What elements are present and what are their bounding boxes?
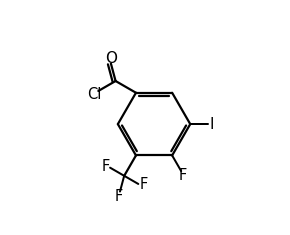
Text: F: F: [139, 177, 148, 192]
Text: F: F: [115, 189, 123, 204]
Text: O: O: [105, 51, 117, 67]
Text: F: F: [102, 159, 110, 174]
Text: Cl: Cl: [87, 87, 101, 102]
Text: I: I: [209, 117, 214, 132]
Text: F: F: [179, 168, 187, 183]
